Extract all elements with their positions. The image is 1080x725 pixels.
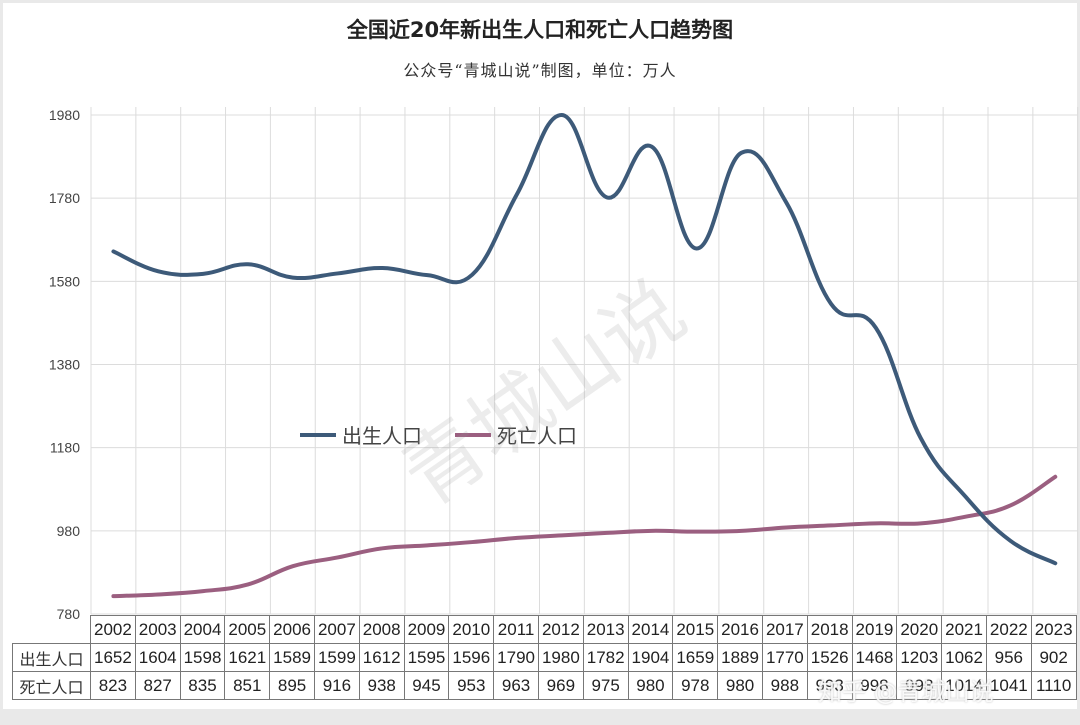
grid-lines <box>90 107 1079 615</box>
year-cell: 2018 <box>806 615 853 644</box>
year-cell: 2020 <box>896 615 943 644</box>
births-value-cell: 1598 <box>179 643 226 672</box>
births-value-cell: 1468 <box>851 643 898 672</box>
year-cell: 2003 <box>134 615 181 644</box>
deaths-value-cell: 916 <box>313 671 360 700</box>
births-value-cell: 956 <box>985 643 1032 672</box>
deaths-value-cell: 975 <box>582 671 629 700</box>
births-value-cell: 1203 <box>896 643 943 672</box>
births-value-cell: 1621 <box>224 643 271 672</box>
deaths-series-line <box>111 474 1058 599</box>
births-value-cell: 1589 <box>269 643 315 672</box>
zhihu-watermark: 知乎 @青城山说 <box>818 678 994 706</box>
deaths-value-cell: 851 <box>224 671 271 700</box>
year-cell: 2002 <box>90 615 136 644</box>
deaths-value-cell: 835 <box>179 671 226 700</box>
deaths-value-cell: 978 <box>672 671 719 700</box>
y-tick-label: 1980 <box>49 107 80 123</box>
row-label-births: 出生人口 <box>12 643 91 672</box>
table-row-deaths: 死亡人口 823 827 835 851 895 916 938 945 953 963 969 975… <box>12 671 1077 700</box>
y-tick-label: 980 <box>57 523 81 539</box>
year-cell: 2022 <box>985 615 1032 644</box>
year-cell: 2008 <box>358 615 405 644</box>
y-tick-label: 1780 <box>49 190 80 206</box>
year-cell: 2011 <box>493 615 539 644</box>
deaths-value-cell: 1041 <box>985 671 1032 700</box>
year-cell: 2017 <box>761 615 808 644</box>
year-cell: 2023 <box>1030 615 1077 644</box>
deaths-value-cell: 1110 <box>1030 671 1077 700</box>
deaths-value-cell: 963 <box>493 671 539 700</box>
deaths-value-cell: 980 <box>627 671 674 700</box>
births-value-cell: 1790 <box>493 643 539 672</box>
y-tick-label: 1580 <box>49 273 80 289</box>
year-cell: 2016 <box>717 615 763 644</box>
births-value-cell: 1526 <box>806 643 853 672</box>
births-value-cell: 1596 <box>448 643 495 672</box>
deaths-value-cell: 827 <box>134 671 181 700</box>
chart-subtitle: 公众号“青城山说”制图，单位：万人 <box>403 61 677 80</box>
births-value-cell: 1604 <box>134 643 181 672</box>
legend: 出生人口 死亡人口 <box>300 424 577 448</box>
year-cell: 2014 <box>627 615 674 644</box>
year-cell: 2006 <box>269 615 315 644</box>
year-cell: 2007 <box>313 615 360 644</box>
births-value-cell: 1652 <box>90 643 136 672</box>
births-value-cell: 1904 <box>627 643 674 672</box>
data-table: 2002 2003 2004 2005 2006 2007 2008 2009 2010 2011… <box>12 615 1077 700</box>
deaths-value-cell: 938 <box>358 671 405 700</box>
year-cell: 2005 <box>224 615 271 644</box>
deaths-value-cell: 969 <box>537 671 584 700</box>
year-cell: 2015 <box>672 615 719 644</box>
year-cell: 2021 <box>941 615 987 644</box>
births-value-cell: 1889 <box>717 643 763 672</box>
births-value-cell: 1659 <box>672 643 719 672</box>
table-row-years: 2002 2003 2004 2005 2006 2007 2008 2009 2010 2011… <box>12 615 1077 644</box>
deaths-value-cell: 988 <box>761 671 808 700</box>
deaths-value-cell: 823 <box>90 671 136 700</box>
births-value-cell: 1612 <box>358 643 405 672</box>
births-value-cell: 1782 <box>582 643 629 672</box>
year-cell: 2019 <box>851 615 898 644</box>
births-series-line <box>111 112 1058 566</box>
y-tick-label: 1180 <box>50 440 80 456</box>
births-legend-label: 出生人口 <box>342 424 422 448</box>
y-tick-label: 1380 <box>49 357 80 373</box>
births-value-cell: 902 <box>1030 643 1077 672</box>
deaths-value-cell: 895 <box>269 671 315 700</box>
year-cell: 2009 <box>403 615 450 644</box>
deaths-value-cell: 998 <box>851 671 898 700</box>
births-value-cell: 1980 <box>537 643 584 672</box>
deaths-legend-label: 死亡人口 <box>497 424 577 448</box>
deaths-value-cell: 998 <box>896 671 943 700</box>
table-row-births: 出生人口 1652 1604 1598 1621 1589 1599 1612 1595 1596… <box>12 643 1077 672</box>
year-cell: 2012 <box>537 615 584 644</box>
births-value-cell: 1599 <box>313 643 360 672</box>
births-value-cell: 1595 <box>403 643 450 672</box>
year-cell: 2004 <box>179 615 226 644</box>
row-label-deaths: 死亡人口 <box>12 671 91 700</box>
deaths-value-cell: 953 <box>448 671 495 700</box>
year-cell: 2013 <box>582 615 629 644</box>
chart-title: 全国近20年新出生人口和死亡人口趋势图 <box>346 18 734 42</box>
deaths-value-cell: 945 <box>403 671 450 700</box>
deaths-value-cell: 980 <box>717 671 763 700</box>
births-value-cell: 1062 <box>941 643 987 672</box>
births-value-cell: 1770 <box>761 643 808 672</box>
year-cell: 2010 <box>448 615 495 644</box>
